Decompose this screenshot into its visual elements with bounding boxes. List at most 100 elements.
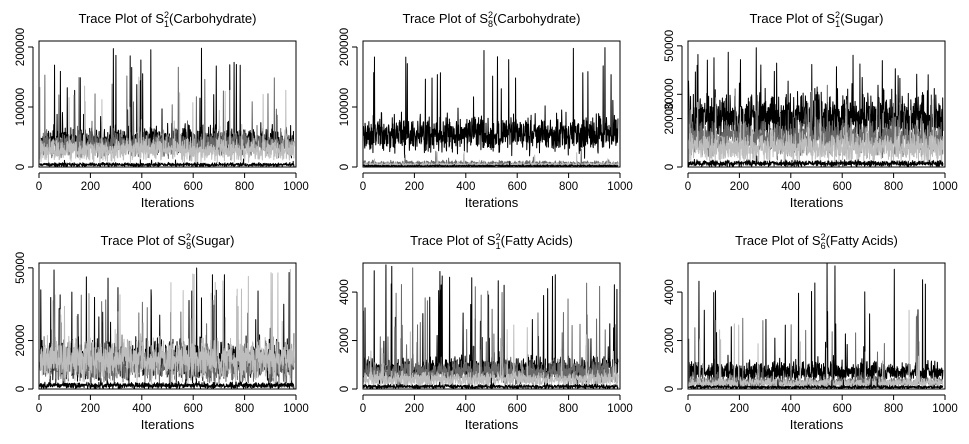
trace-panel-4: Trace Plot of S2 8(Sugar) 0 200 400 600 800 100… [15, 232, 309, 432]
panel-title: Trace Plot of S2 1(Carbohydrate) [79, 10, 257, 29]
title-superscript: 2 [488, 10, 493, 20]
x-tick-label: 1000 [607, 403, 633, 415]
x-tick-label: 200 [81, 181, 100, 193]
x-tick-label: 400 [132, 403, 151, 415]
title-prefix: Trace Plot of S [750, 11, 836, 26]
x-tick-label: 600 [508, 181, 527, 193]
plot-frame [687, 40, 946, 168]
x-tick-label: 200 [730, 403, 749, 415]
x-tick-label: 200 [81, 403, 100, 415]
y-tick-label: 20000 [15, 325, 27, 357]
x-tick-label: 800 [235, 403, 254, 415]
x-tick-label: 0 [685, 181, 691, 193]
x-axis-label: Iterations [465, 417, 519, 432]
panel-title: Trace Plot of S2 8(Sugar) [101, 232, 235, 251]
trace-series-2 [688, 84, 944, 161]
title-subscript: 1 [835, 19, 840, 29]
title-subscript: 6 [821, 241, 826, 251]
title-prefix: Trace Plot of S [79, 11, 165, 26]
trace-lines [363, 264, 619, 389]
title-suffix: (Fatty Acids) [826, 233, 898, 248]
x-tick-label: 400 [456, 181, 475, 193]
title-prefix: Trace Plot of S [403, 11, 489, 26]
x-tick-label: 1000 [932, 181, 958, 193]
trace-lines [688, 47, 944, 167]
title-subscript: 1 [496, 241, 501, 251]
title-suffix: (Sugar) [840, 11, 883, 26]
plot-frame [38, 262, 297, 390]
y-tick-label: 0 [339, 164, 351, 170]
x-tick-label: 400 [132, 181, 151, 193]
x-tick-label: 600 [833, 403, 852, 415]
plot-frame [38, 40, 297, 168]
title-prefix: Trace Plot of S [410, 233, 496, 248]
title-prefix: Trace Plot of S [101, 233, 187, 248]
trace-panel-2: Trace Plot of S2 8(Carbohydrate) 0 200 400 60… [339, 10, 633, 210]
trace-series-4 [39, 378, 295, 389]
x-tick-label: 200 [730, 181, 749, 193]
trace-series-4 [688, 376, 944, 389]
plot-frame [362, 40, 621, 168]
y-tick-label: 50000 [664, 30, 676, 62]
x-axis-label: Iterations [465, 195, 519, 210]
trace-series-4 [688, 155, 944, 167]
trace-series-3 [39, 268, 295, 386]
panel-title: Trace Plot of S2 1(Sugar) [750, 10, 884, 29]
title-superscript: 2 [186, 232, 191, 242]
panel-title: Trace Plot of S2 6(Fatty Acids) [735, 232, 898, 251]
x-tick-label: 800 [559, 403, 578, 415]
y-tick-label: 100000 [15, 88, 27, 126]
trace-lines [363, 47, 619, 167]
x-tick-label: 600 [508, 403, 527, 415]
y-tick-label: 200000 [15, 28, 27, 66]
y-tick-label: 0 [664, 386, 676, 392]
trace-panel-1: Trace Plot of S2 1(Carbohydrate) 0 200 400 60… [15, 10, 309, 210]
title-superscript: 2 [821, 232, 826, 242]
title-subscript: 8 [186, 241, 191, 251]
panel-title: Trace Plot of S2 1(Fatty Acids) [410, 232, 573, 251]
x-tick-label: 800 [884, 181, 903, 193]
x-tick-label: 200 [405, 181, 424, 193]
plot-frame [687, 262, 946, 390]
title-prefix: Trace Plot of S [735, 233, 821, 248]
x-tick-label: 400 [781, 181, 800, 193]
trace-panel-3: Trace Plot of S2 1(Sugar) 0 200 400 600 800 100… [664, 10, 958, 210]
trace-lines [688, 263, 944, 389]
x-axis-label: Iterations [790, 195, 844, 210]
y-tick-label: 0 [664, 164, 676, 170]
trace-series-3 [39, 76, 295, 165]
x-tick-label: 1000 [607, 181, 633, 193]
trace-series-4 [363, 377, 619, 389]
title-subscript: 8 [488, 19, 493, 29]
x-tick-label: 200 [405, 403, 424, 415]
y-tick-label: 50000 [15, 252, 27, 284]
y-tick-label: 200000 [339, 28, 351, 66]
title-superscript: 2 [835, 10, 840, 20]
y-tick-label: 2000 [339, 328, 351, 354]
x-tick-label: 0 [36, 181, 42, 193]
x-tick-label: 800 [235, 181, 254, 193]
title-suffix: (Fatty Acids) [501, 233, 573, 248]
y-tick-label: 30000 [664, 78, 676, 110]
y-tick-label: 20000 [664, 103, 676, 135]
panel-title: Trace Plot of S2 8(Carbohydrate) [403, 10, 581, 29]
x-tick-label: 800 [559, 181, 578, 193]
trace-lines [39, 267, 295, 389]
title-superscript: 2 [164, 10, 169, 20]
x-tick-label: 0 [685, 403, 691, 415]
x-tick-label: 0 [360, 403, 366, 415]
x-tick-label: 600 [184, 181, 203, 193]
trace-panel-6: Trace Plot of S2 6(Fatty Acids) 0 200 400 600… [664, 232, 958, 432]
trace-series-3 [688, 93, 944, 167]
trace-series-4 [39, 158, 295, 167]
x-axis-label: Iterations [790, 417, 844, 432]
title-suffix: (Carbohydrate) [493, 11, 580, 26]
plot-frame [362, 262, 621, 390]
y-tick-label: 0 [15, 386, 27, 392]
title-suffix: (Carbohydrate) [169, 11, 256, 26]
x-tick-label: 0 [360, 181, 366, 193]
x-tick-label: 400 [456, 403, 475, 415]
y-tick-label: 0 [15, 164, 27, 170]
y-tick-label: 0 [339, 386, 351, 392]
